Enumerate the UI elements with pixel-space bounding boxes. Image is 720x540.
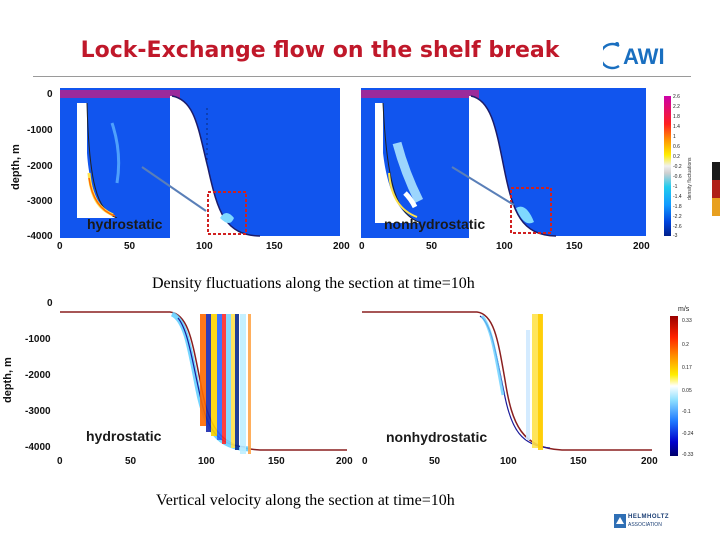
bottom-right-x-tick: 50 bbox=[429, 456, 441, 467]
top-right-label: nonhydrostatic bbox=[384, 216, 486, 232]
bottom-y-tick: -2000 bbox=[25, 370, 51, 381]
bottom-y-axis-label: depth, m bbox=[2, 357, 14, 403]
title-divider bbox=[33, 76, 691, 77]
bottom-right-x-tick: 0 bbox=[362, 456, 368, 467]
awi-logo-text: AWI bbox=[623, 44, 665, 69]
top-colorbar-tick: -1.4 bbox=[673, 194, 682, 200]
bottom-right-x-tick: 150 bbox=[570, 456, 587, 467]
top-colorbar-tick: 1.4 bbox=[673, 124, 680, 130]
bottom-right-x-tick: 100 bbox=[500, 456, 517, 467]
bottom-colorbar-tick: 0.05 bbox=[682, 388, 692, 394]
top-right-inset bbox=[375, 103, 453, 223]
top-colorbar-tick: -0.6 bbox=[673, 174, 682, 180]
top-left-x-tick: 200 bbox=[333, 241, 350, 252]
bottom-y-tick: 0 bbox=[47, 298, 53, 309]
top-left-label: hydrostatic bbox=[87, 216, 163, 232]
top-y-axis-label: depth, m bbox=[10, 144, 22, 190]
bottom-right-label: nonhydrostatic bbox=[386, 429, 488, 445]
top-colorbar-tick: 0.6 bbox=[673, 144, 680, 150]
top-left-x-tick: 150 bbox=[266, 241, 283, 252]
helmholtz-subtitle: ASSOCIATION bbox=[628, 522, 662, 528]
bottom-colorbar-tick: -0.1 bbox=[682, 409, 691, 415]
top-right-x-tick: 150 bbox=[566, 241, 583, 252]
bottom-colorbar-tick: -0.24 bbox=[682, 431, 694, 437]
helmholtz-mark-icon bbox=[614, 514, 626, 528]
top-colorbar-title: density fluctuations bbox=[687, 157, 693, 200]
top-colorbar-tick: 1.8 bbox=[673, 114, 680, 120]
bottom-y-tick: -1000 bbox=[25, 334, 51, 345]
bottom-colorbar-tick: 0.33 bbox=[682, 318, 692, 324]
bottom-colorbar bbox=[670, 316, 678, 456]
top-y-tick: -3000 bbox=[27, 196, 53, 207]
top-right-zoom-connector bbox=[451, 166, 515, 206]
top-y-tick: -1000 bbox=[27, 125, 53, 136]
bottom-left-x-tick: 150 bbox=[268, 456, 285, 467]
top-right-x-tick: 0 bbox=[359, 241, 365, 252]
top-left-x-tick: 100 bbox=[196, 241, 213, 252]
bottom-y-tick: -3000 bbox=[25, 406, 51, 417]
bottom-caption: Vertical velocity along the section at t… bbox=[156, 492, 455, 509]
top-colorbar-tick: 1 bbox=[673, 134, 676, 140]
top-left-zoom-connector bbox=[141, 166, 207, 212]
top-y-tick: 0 bbox=[47, 89, 53, 100]
slide-title: Lock-Exchange flow on the shelf break bbox=[80, 38, 560, 63]
top-y-tick: -2000 bbox=[27, 161, 53, 172]
top-right-x-tick: 100 bbox=[496, 241, 513, 252]
top-colorbar-tick: -2.6 bbox=[673, 224, 682, 230]
bottom-left-x-tick: 200 bbox=[336, 456, 353, 467]
bottom-left-x-tick: 0 bbox=[57, 456, 63, 467]
bottom-right-x-tick: 200 bbox=[641, 456, 658, 467]
top-right-x-tick: 200 bbox=[633, 241, 650, 252]
bottom-colorbar-tick: -0.33 bbox=[682, 452, 694, 458]
top-colorbar bbox=[664, 96, 671, 236]
top-right-x-tick: 50 bbox=[426, 241, 438, 252]
top-left-inset bbox=[77, 103, 143, 218]
bottom-colorbar-tick: 0.2 bbox=[682, 342, 689, 348]
top-colorbar-tick: -3 bbox=[673, 233, 678, 239]
top-colorbar-tick: -0.2 bbox=[673, 164, 682, 170]
top-colorbar-tick: -1 bbox=[673, 184, 678, 190]
bottom-left-x-tick: 100 bbox=[198, 456, 215, 467]
bottom-left-plot bbox=[60, 300, 347, 454]
bottom-left-x-tick: 50 bbox=[125, 456, 137, 467]
decor-stripe-black bbox=[712, 162, 720, 180]
top-caption: Density fluctuations along the section a… bbox=[152, 275, 475, 292]
bottom-y-tick: -4000 bbox=[25, 442, 51, 453]
top-y-tick: -4000 bbox=[27, 231, 53, 242]
top-colorbar-tick: 0.2 bbox=[673, 154, 680, 160]
top-left-x-tick: 50 bbox=[124, 241, 136, 252]
top-colorbar-tick: 2.6 bbox=[673, 94, 680, 100]
awi-logo: AWI bbox=[603, 42, 665, 70]
bottom-right-plot bbox=[362, 300, 652, 454]
top-colorbar-tick: 2.2 bbox=[673, 104, 680, 110]
top-colorbar-tick: -1.8 bbox=[673, 204, 682, 210]
helmholtz-name: HELMHOLTZ bbox=[628, 514, 670, 520]
top-left-x-tick: 0 bbox=[57, 241, 63, 252]
decor-stripe-red bbox=[712, 180, 720, 198]
top-colorbar-tick: -2.2 bbox=[673, 214, 682, 220]
bottom-colorbar-unit: m/s bbox=[678, 306, 690, 313]
bottom-left-label: hydrostatic bbox=[86, 428, 162, 444]
bottom-colorbar-tick: 0.17 bbox=[682, 365, 692, 371]
decor-stripe-gold bbox=[712, 198, 720, 216]
